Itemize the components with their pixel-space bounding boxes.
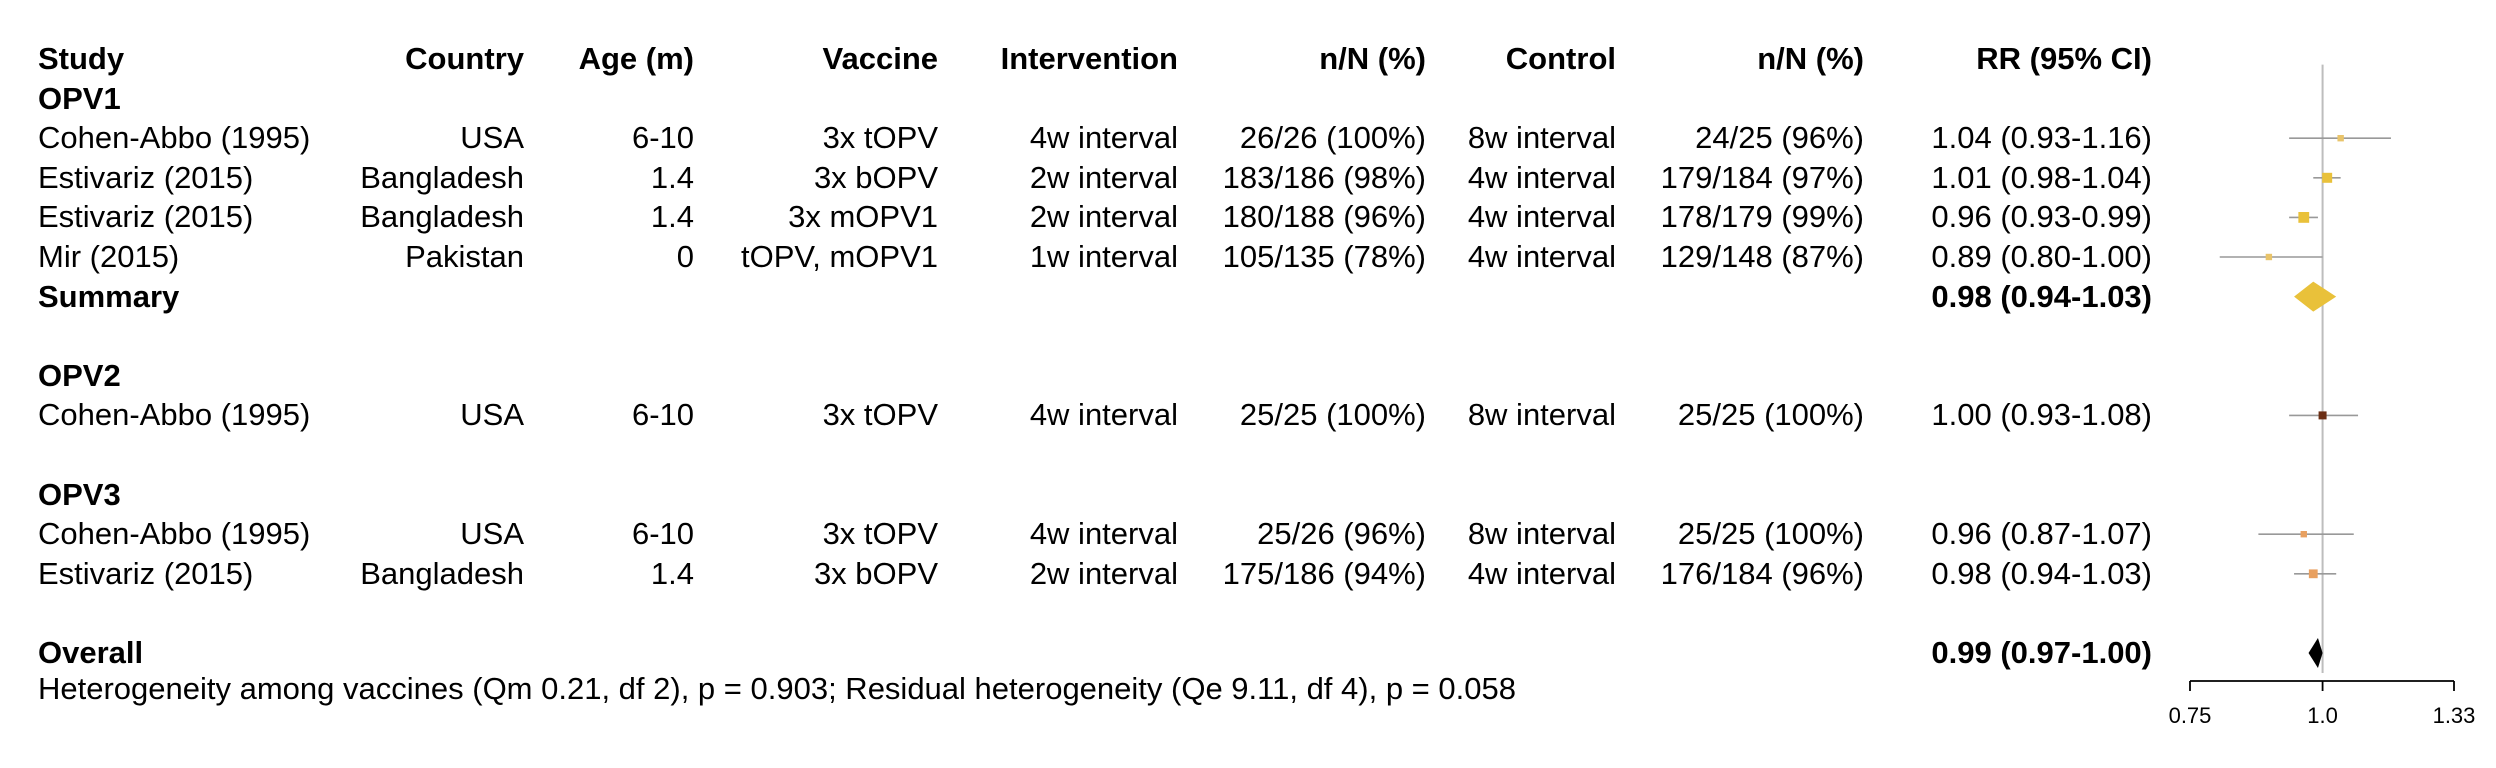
study-intervention: 2w interval	[1029, 555, 1178, 591]
study-control-count: 25/25 (100%)	[1677, 397, 1864, 433]
column-header: n/N (%)	[1757, 41, 1864, 76]
study-name: Cohen-Abbo (1995)	[38, 516, 311, 552]
study-rr: 0.98 (0.94-1.03)	[1931, 555, 2152, 591]
study-intervention: 4w interval	[1029, 120, 1178, 156]
study-country: USA	[460, 516, 524, 552]
group-label: OPV1	[38, 80, 121, 116]
study-control-count: 176/184 (96%)	[1660, 555, 1864, 591]
x-axis-tick-label: 1.0	[2307, 703, 2338, 728]
study-control: 8w interval	[1467, 516, 1616, 552]
summary-label: Summary	[38, 278, 180, 314]
heterogeneity-note: Heterogeneity among vaccines (Qm 0.21, d…	[38, 670, 1516, 706]
study-point	[2337, 135, 2344, 142]
group-label: OPV2	[38, 357, 121, 393]
study-name: Estivariz (2015)	[38, 199, 254, 235]
study-rr: 0.89 (0.80-1.00)	[1931, 239, 2152, 274]
column-header: Intervention	[1000, 41, 1178, 76]
study-name: Cohen-Abbo (1995)	[38, 397, 311, 433]
study-age: 0	[676, 239, 694, 274]
study-control: 4w interval	[1467, 555, 1616, 591]
study-name: Cohen-Abbo (1995)	[38, 120, 311, 156]
study-control-count: 179/184 (97%)	[1660, 159, 1864, 195]
summary-diamond	[2294, 281, 2337, 312]
study-rr: 1.00 (0.93-1.08)	[1931, 397, 2152, 433]
study-age: 1.4	[650, 159, 694, 195]
study-control: 4w interval	[1467, 239, 1616, 274]
study-country: Bangladesh	[360, 159, 524, 195]
study-vaccine: tOPV, mOPV1	[741, 239, 938, 274]
column-header: Country	[405, 41, 524, 76]
study-control-count: 178/179 (99%)	[1660, 199, 1864, 235]
study-name: Mir (2015)	[38, 239, 180, 274]
column-header: Age (m)	[578, 41, 694, 76]
study-rr: 1.04 (0.93-1.16)	[1931, 120, 2152, 156]
group-label: OPV3	[38, 476, 121, 512]
overall-label: Overall	[38, 635, 144, 670]
x-axis-tick-label: 0.75	[2169, 703, 2212, 728]
study-point	[2298, 212, 2310, 223]
study-rr: 0.96 (0.87-1.07)	[1931, 516, 2152, 552]
study-control-count: 24/25 (96%)	[1695, 120, 1864, 156]
column-header: Control	[1505, 41, 1616, 76]
overall-rr: 0.99 (0.97-1.00)	[1931, 635, 2152, 670]
study-intervention-count: 25/26 (96%)	[1257, 516, 1426, 552]
study-intervention: 2w interval	[1029, 199, 1178, 235]
x-axis-tick-label: 1.33	[2433, 703, 2476, 728]
study-name: Estivariz (2015)	[38, 159, 254, 195]
study-point	[2318, 411, 2327, 420]
study-point	[2322, 172, 2333, 183]
study-intervention: 1w interval	[1029, 239, 1178, 274]
study-rr: 1.01 (0.98-1.04)	[1931, 159, 2152, 195]
study-vaccine: 3x mOPV1	[788, 199, 938, 235]
study-rr: 0.96 (0.93-0.99)	[1931, 199, 2152, 235]
study-intervention-count: 180/188 (96%)	[1222, 199, 1426, 235]
summary-diamond	[2308, 638, 2323, 668]
study-control-count: 129/148 (87%)	[1660, 239, 1864, 274]
study-intervention-count: 25/25 (100%)	[1239, 397, 1426, 433]
summary-rr: 0.98 (0.94-1.03)	[1931, 278, 2152, 314]
study-control-count: 25/25 (100%)	[1677, 516, 1864, 552]
column-header: Vaccine	[822, 41, 938, 76]
study-control: 4w interval	[1467, 199, 1616, 235]
study-age: 1.4	[650, 199, 694, 235]
study-country: USA	[460, 120, 524, 156]
study-age: 6-10	[631, 516, 694, 552]
study-control: 8w interval	[1467, 397, 1616, 433]
study-intervention-count: 175/186 (94%)	[1222, 555, 1426, 591]
study-country: USA	[460, 397, 524, 433]
column-header: Study	[38, 41, 125, 76]
study-country: Bangladesh	[360, 555, 524, 591]
study-point	[2300, 531, 2307, 538]
study-point	[2265, 253, 2273, 261]
study-vaccine: 3x tOPV	[822, 120, 938, 156]
study-age: 6-10	[631, 120, 694, 156]
study-vaccine: 3x tOPV	[822, 516, 938, 552]
study-intervention: 2w interval	[1029, 159, 1178, 195]
study-vaccine: 3x bOPV	[813, 555, 938, 591]
study-intervention: 4w interval	[1029, 397, 1178, 433]
study-intervention-count: 26/26 (100%)	[1239, 120, 1426, 156]
study-control: 8w interval	[1467, 120, 1616, 156]
study-point	[2308, 569, 2318, 579]
column-header: n/N (%)	[1319, 41, 1426, 76]
study-intervention-count: 105/135 (78%)	[1222, 239, 1426, 274]
study-country: Bangladesh	[360, 199, 524, 235]
study-vaccine: 3x tOPV	[822, 397, 938, 433]
study-intervention-count: 183/186 (98%)	[1222, 159, 1426, 195]
study-intervention: 4w interval	[1029, 516, 1178, 552]
column-header: RR (95% CI)	[1976, 41, 2152, 76]
study-vaccine: 3x bOPV	[813, 159, 938, 195]
study-name: Estivariz (2015)	[38, 555, 254, 591]
study-country: Pakistan	[405, 239, 524, 274]
study-age: 6-10	[631, 397, 694, 433]
study-control: 4w interval	[1467, 159, 1616, 195]
study-age: 1.4	[650, 555, 694, 591]
